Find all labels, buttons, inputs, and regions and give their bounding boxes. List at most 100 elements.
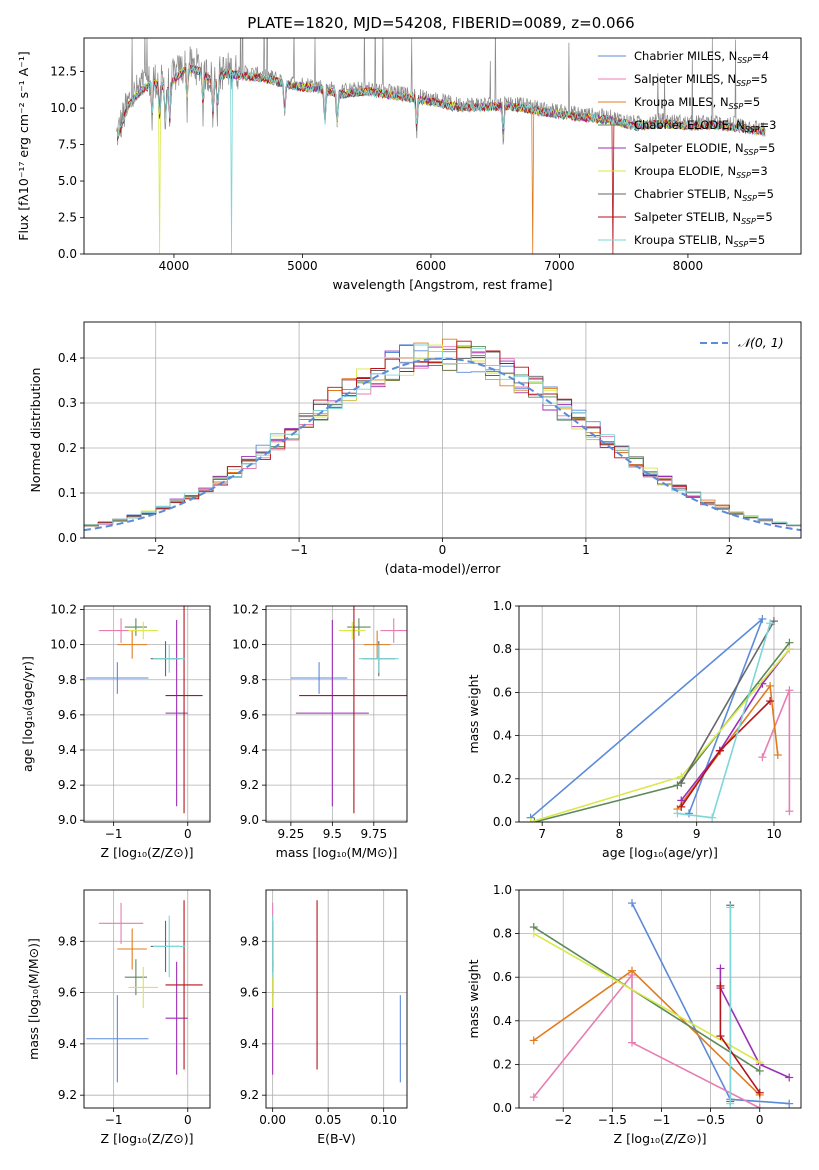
- x-tick-label: 8000: [673, 259, 704, 273]
- axes-frame: [83, 605, 211, 823]
- y-tick-label: 9.2: [240, 778, 259, 792]
- gaussian-curve: [84, 357, 801, 532]
- y-tick-label: 2.5: [58, 211, 77, 225]
- spectrum-legend: Chabrier MILES, NSSP=4 Salpeter MILES, NS…: [598, 49, 776, 249]
- y-axis-label: Flux [fλ10⁻¹⁷ erg cm⁻² s⁻¹ A⁻¹]: [16, 51, 31, 240]
- y-tick-label: 1.0: [493, 883, 512, 897]
- y-tick-label: 0.2: [493, 772, 512, 786]
- weight-line-salpeter_miles: [761, 689, 791, 812]
- y-tick-label: 5.0: [58, 174, 77, 188]
- legend-entry: Chabrier ELODIE, NSSP=3: [634, 118, 776, 134]
- legend-entry: Chabrier MILES, NSSP=4: [634, 49, 769, 65]
- y-tick-label: 0.6: [493, 970, 512, 984]
- panel-spectrum: 4000 5000 6000 7000 8000 0.0 2.5 5.0 7.5 10.0 12.5…: [16, 37, 802, 292]
- y-tick-label: 0.3: [58, 396, 77, 410]
- axes-frame: [518, 605, 802, 823]
- y-axis-label: mass weight: [466, 674, 481, 753]
- y-tick-label: 10.2: [50, 603, 77, 617]
- y-tick-label: 10.0: [50, 101, 77, 115]
- errorbar-kroupa_stelib: [152, 644, 186, 673]
- y-tick-label: 0.4: [493, 1014, 512, 1028]
- y-tick-label: 0.0: [493, 815, 512, 829]
- weight-line-chabrier_stelib: [680, 620, 775, 784]
- x-axis-label: E(B-V): [317, 1131, 356, 1146]
- x-tick-label: 9.25: [278, 827, 305, 841]
- y-tick-label: 9.4: [58, 743, 77, 757]
- plot-area: [529, 899, 794, 1108]
- y-tick-label: 9.6: [240, 986, 259, 1000]
- y-axis-label: Normed distribution: [28, 368, 43, 493]
- histogram-chabrier_stelib: [84, 351, 801, 526]
- x-tick-label: 0.00: [259, 1113, 286, 1127]
- weight-line-salpeter_elodie: [719, 968, 790, 1079]
- axes-frame: [265, 889, 408, 1109]
- y-tick-label: 0.1: [58, 486, 77, 500]
- legend-entry: Chabrier STELIB, NSSP=5: [634, 187, 774, 203]
- legend-entry: Salpeter STELIB, NSSP=5: [634, 210, 773, 226]
- y-tick-label: 9.8: [240, 934, 259, 948]
- y-tick-label: 0.6: [493, 685, 512, 699]
- x-axis-label: age [log₁₀(age/yr)]: [602, 845, 718, 860]
- errorbar-kroupa_miles: [117, 928, 147, 970]
- y-tick-label: 12.5: [50, 65, 77, 79]
- x-tick-label: 9.5: [323, 827, 342, 841]
- legend-entry: Kroupa MILES, NSSP=5: [634, 95, 760, 111]
- y-tick-label: 9.2: [240, 1088, 259, 1102]
- errorbar-chabrier_miles: [86, 662, 149, 694]
- x-tick-label: −0.5: [696, 1113, 725, 1127]
- y-axis-label: mass weight: [466, 959, 481, 1038]
- plot-area: [115, 38, 766, 254]
- weight-line-chabrier_elodie: [534, 642, 791, 822]
- panel-age-vs-mass: 9.25 9.5 9.75 9.0 9.2 9.4 9.6 9.8 10.0 10.2 mass […: [232, 603, 408, 860]
- y-tick-label: 9.8: [240, 673, 259, 687]
- x-axis-label: (data-model)/error: [385, 561, 502, 576]
- y-tick-label: 0.4: [58, 351, 77, 365]
- x-tick-label: 1: [582, 543, 590, 557]
- axes-frame: [83, 889, 211, 1109]
- errorbar-chabrier_miles: [290, 662, 348, 694]
- x-tick-label: 5000: [287, 259, 318, 273]
- panel-residual-histogram: −2 −1 0 1 2 0.0 0.1 0.2 0.3 0.4 (data-model)/error…: [28, 321, 802, 576]
- plot-area: [290, 606, 407, 814]
- errorbar-kroupa_stelib: [358, 644, 399, 673]
- y-tick-label: 7.5: [58, 138, 77, 152]
- x-tick-label: 6000: [416, 259, 447, 273]
- axes-frame: [518, 889, 802, 1109]
- errorbar-salpeter_miles: [98, 902, 144, 944]
- legend-entry: Kroupa ELODIE, NSSP=3: [634, 164, 768, 180]
- axes-frame: [83, 37, 802, 255]
- figure-title: PLATE=1820, MJD=54208, FIBERID=0089, z=0…: [247, 14, 634, 32]
- x-axis-label: Z [log₁₀(Z/Z⊙)]: [101, 845, 194, 860]
- plot-area: [84, 338, 801, 532]
- errorbar-chabrier_miles: [86, 995, 149, 1083]
- y-tick-label: 0.0: [58, 531, 77, 545]
- weight-line-kroupa_miles: [533, 969, 761, 1096]
- errorbar-kroupa_miles: [117, 630, 147, 659]
- errorbar-kroupa_miles: [363, 630, 391, 659]
- x-tick-label: −1: [105, 827, 123, 841]
- x-tick-label: 0: [184, 1113, 192, 1127]
- errorbar-kroupa_stelib: [152, 915, 186, 978]
- x-tick-label: 10: [766, 827, 781, 841]
- errorbar-chabrier_elodie: [347, 618, 371, 636]
- errorbar-kroupa_elodie: [128, 621, 159, 640]
- x-tick-label: 0: [439, 543, 447, 557]
- histogram-kroupa_stelib: [84, 344, 801, 526]
- panel-mass-vs-metallicity: −1 0 9.2 9.4 9.6 9.8 Z [log₁₀(Z/Z⊙)] mass [log₁…: [26, 889, 211, 1146]
- plot-area: [272, 900, 401, 1083]
- errorbar-salpeter_stelib: [165, 900, 203, 1070]
- x-tick-label: −1.5: [598, 1113, 627, 1127]
- x-tick-label: −1: [105, 1113, 123, 1127]
- y-tick-label: 0.8: [493, 927, 512, 941]
- y-tick-label: 9.6: [240, 708, 259, 722]
- panel-mass-weight-vs-metallicity: −2 −1.5 −1 −0.5 0 0.0 0.2 0.4 0.6 0.8 1.0 Z [log₁₀(…: [466, 883, 802, 1146]
- legend-entry: Kroupa STELIB, NSSP=5: [634, 233, 765, 249]
- plot-area: [86, 900, 203, 1083]
- y-tick-label: 0.2: [58, 441, 77, 455]
- axes-frame: [265, 605, 408, 823]
- y-tick-label: 9.4: [240, 743, 259, 757]
- y-tick-label: 10.0: [50, 638, 77, 652]
- y-tick-label: 0.2: [493, 1057, 512, 1071]
- errorbar-salpeter_stelib: [165, 606, 203, 814]
- x-tick-label: 7: [538, 827, 546, 841]
